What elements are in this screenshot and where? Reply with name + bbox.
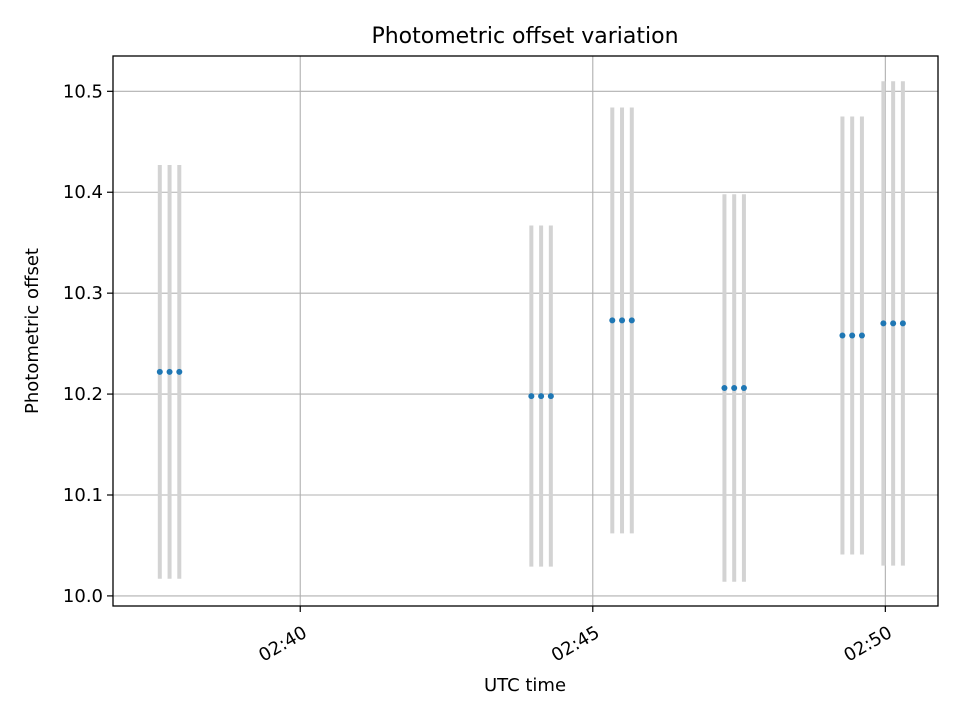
data-point xyxy=(176,368,183,375)
data-point xyxy=(880,320,887,327)
data-point xyxy=(538,393,545,400)
data-point xyxy=(858,332,865,339)
y-tick-label: 10.4 xyxy=(63,182,103,203)
y-tick-label: 10.2 xyxy=(63,384,103,405)
data-point xyxy=(166,368,173,375)
plot-frame xyxy=(112,55,939,607)
data-point xyxy=(740,385,747,392)
data-point xyxy=(899,320,906,327)
data-point xyxy=(839,332,846,339)
y-tick-label: 10.3 xyxy=(63,283,103,304)
y-tick-label: 10.1 xyxy=(63,485,103,506)
data-point xyxy=(619,317,626,324)
data-point xyxy=(731,385,738,392)
y-axis-ticks: 10.0 10.1 10.2 10.3 10.4 10.5 xyxy=(63,81,113,607)
y-tick-label: 10.5 xyxy=(63,81,103,102)
data-point xyxy=(890,320,897,327)
data-point xyxy=(628,317,635,324)
y-axis-label: Photometric offset xyxy=(22,248,43,414)
data-point xyxy=(721,385,728,392)
chart-title: Photometric offset variation xyxy=(371,24,678,49)
data-point xyxy=(609,317,616,324)
data-point xyxy=(547,393,554,400)
x-axis-label: UTC time xyxy=(484,675,566,696)
data-points xyxy=(156,317,906,400)
data-point xyxy=(849,332,856,339)
data-point xyxy=(528,393,535,400)
data-point xyxy=(156,368,163,375)
y-tick-label: 10.0 xyxy=(63,586,103,607)
